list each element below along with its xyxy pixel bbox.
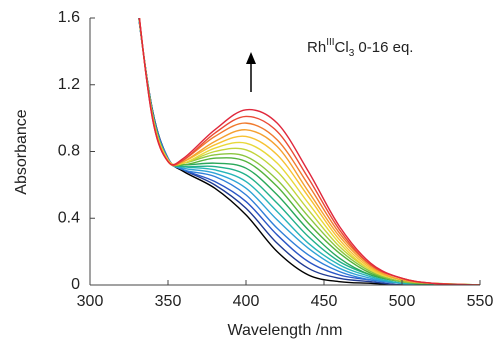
spectrum-line bbox=[138, 18, 480, 285]
annotation-part: Cl bbox=[335, 39, 349, 56]
x-tick-label: 400 bbox=[233, 293, 260, 310]
x-tick-label: 300 bbox=[77, 293, 104, 310]
annotation-part: III bbox=[326, 37, 334, 48]
plot-lines bbox=[138, 18, 480, 285]
y-tick-label: 0.4 bbox=[58, 209, 80, 226]
x-tick-label: 550 bbox=[467, 293, 494, 310]
arrow-head bbox=[246, 52, 256, 64]
x-tick-label: 500 bbox=[389, 293, 416, 310]
x-tick-label: 350 bbox=[155, 293, 182, 310]
annotation-part: 0-16 eq. bbox=[354, 39, 413, 56]
y-axis-label: Absorbance bbox=[13, 109, 30, 194]
y-tick-label: 0 bbox=[71, 276, 80, 293]
y-tick-label: 1.6 bbox=[58, 9, 80, 26]
annotation-part: Rh bbox=[307, 39, 326, 56]
annotation: RhIIICl3 0-16 eq. bbox=[307, 37, 413, 59]
spectrum-line bbox=[138, 18, 480, 285]
x-tick-label: 450 bbox=[311, 293, 338, 310]
annotation-part: 3 bbox=[349, 48, 355, 59]
y-tick-label: 0.8 bbox=[58, 143, 80, 160]
y-tick-label: 1.2 bbox=[58, 76, 80, 93]
x-axis-label: Wavelength /nm bbox=[227, 322, 342, 339]
